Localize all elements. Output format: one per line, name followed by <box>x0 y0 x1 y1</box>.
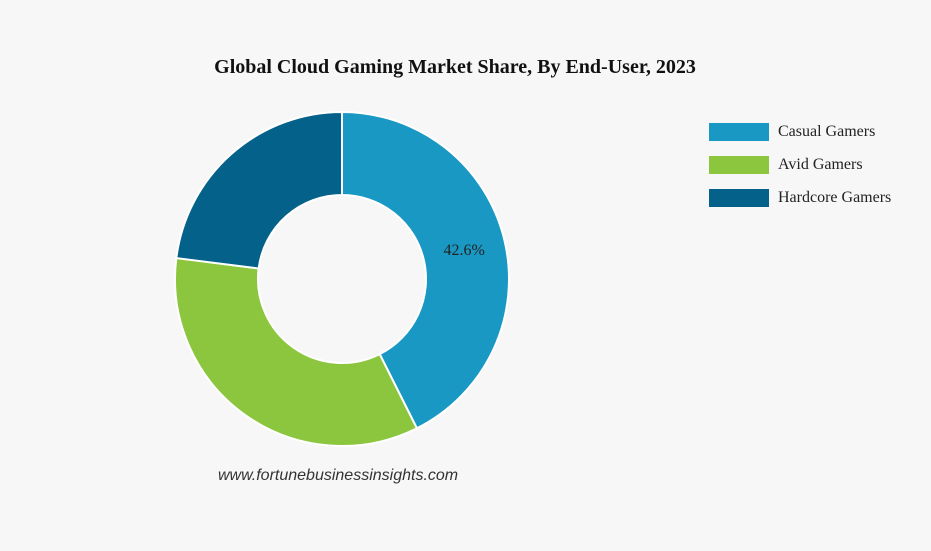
legend-label-avid-gamers: Avid Gamers <box>778 156 863 173</box>
slice-casual-gamers[interactable] <box>341 110 510 430</box>
slice-avid-gamers[interactable] <box>174 256 419 447</box>
source-watermark: www.fortunebusinessinsights.com <box>218 467 459 484</box>
legend-swatch-casual-gamers <box>709 123 769 141</box>
legend: Casual Gamers Avid Gamers Hardcore Gamer… <box>709 121 891 220</box>
slice-label-casual-gamers: 42.6% <box>443 242 484 259</box>
legend-label-hardcore-gamers: Hardcore Gamers <box>778 189 892 206</box>
donut-slices <box>174 110 510 447</box>
legend-swatch-hardcore-gamers <box>709 189 769 207</box>
donut-labels: 42.6% <box>443 242 484 259</box>
chart-title: Global Cloud Gaming Market Share, By End… <box>214 56 696 78</box>
slice-hardcore-gamers[interactable] <box>175 110 343 270</box>
legend-label-casual-gamers: Casual Gamers <box>778 123 876 140</box>
legend-item-casual-gamers[interactable]: Casual Gamers <box>709 121 891 143</box>
legend-swatch-avid-gamers <box>709 156 769 174</box>
legend-item-hardcore-gamers[interactable]: Hardcore Gamers <box>709 187 891 209</box>
legend-item-avid-gamers[interactable]: Avid Gamers <box>709 154 891 176</box>
